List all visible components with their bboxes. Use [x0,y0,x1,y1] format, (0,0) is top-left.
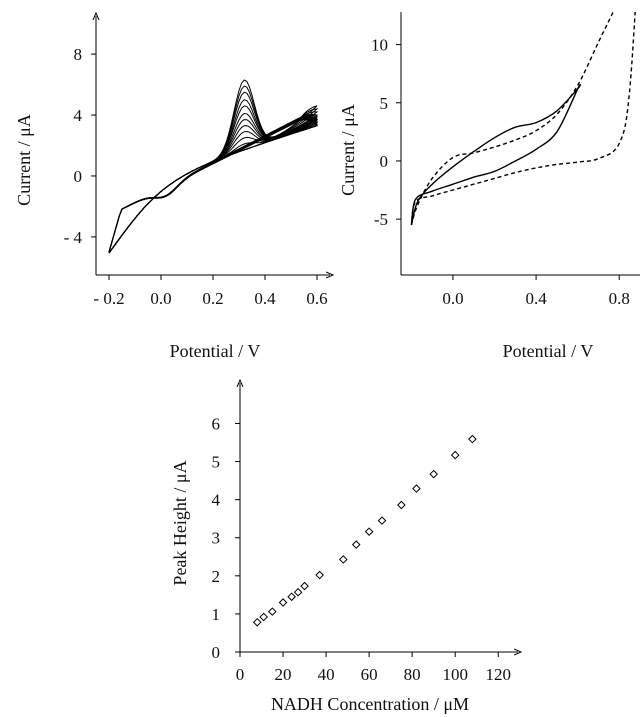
panel-a-cv-curve [108,118,319,254]
panel-c-x-tick-label: 40 [318,665,335,684]
panel-c-y-tick-label: 2 [212,567,221,586]
panel-a-y-tick-label: 4 [74,106,83,125]
panel-a-y-ticks: - 4 0 4 8 [64,45,96,247]
panel-c-data-point [293,587,303,597]
panel-b-x-ticks: 0.0 0.4 0.8 [442,275,630,308]
panel-a-plot-area [108,79,319,254]
panel-c-data-point [450,450,460,460]
panel-a-cv-curve [108,85,319,254]
panel-b-dashed-curve [410,12,636,226]
panel-c-data-point [429,469,438,479]
panel-c-data-point [315,570,324,580]
panel-a-y-axis-label: Current / μA [14,114,34,206]
panel-c-y-tick-label: 3 [212,529,221,548]
panel-c-data-point [287,592,296,602]
panel-a-cv-curve [108,118,319,254]
panel-a-x-tick-label: 0.0 [150,289,171,308]
panel-c-y-tick-label: 0 [212,643,221,662]
panel-c-data-point [267,607,277,616]
panel-c-x-tick-label: 0 [236,665,245,684]
panel-a: - 0.2 0.0 0.2 0.4 0.6 - 4 0 4 8 Potential / V C… [14,16,330,361]
panel-c-y-tick-label: 6 [212,414,221,433]
panel-c-data-point [259,612,268,622]
panel-a-x-tick-label: 0.6 [306,289,327,308]
panel-c-data-point [468,434,477,444]
panel-b-y-tick-label: -5 [374,210,388,229]
panel-a-y-tick-label: 0 [74,167,83,186]
panel-a-cv-curve [108,116,319,254]
panel-b-plot-area [410,12,636,226]
panel-c-x-ticks: 0 20 40 60 80 100 120 [236,652,511,684]
panel-c-data-point [338,555,348,564]
panel-b-x-tick-label: 0.0 [442,289,463,308]
panel-a-cv-curve [108,91,319,254]
panel-a-x-tick-label: 0.2 [202,289,223,308]
panel-a-cv-curve [108,117,319,254]
panel-c: 0 20 40 60 80 100 120 0 1 2 3 4 5 6 NADH Concentrati… [170,383,518,714]
panel-c-data-point [252,617,262,627]
panel-b-y-tick-label: 10 [371,36,388,55]
panel-a-x-tick-label: - 0.2 [93,289,124,308]
panel-b-solid-curve [410,83,581,226]
panel-b-x-tick-label: 0.4 [525,289,547,308]
panel-b-y-axis-label: Current / μA [338,104,358,196]
panel-a-cv-curve [108,118,319,254]
panel-a-cv-curve [108,117,319,254]
panel-c-y-tick-label: 4 [212,491,221,510]
panel-a-x-axis-label: Potential / V [170,341,261,361]
panel-c-x-tick-label: 120 [485,665,511,684]
panel-a-cv-curve [108,116,319,254]
panel-a-cv-curve [108,119,319,254]
panel-a-x-ticks: - 0.2 0.0 0.2 0.4 0.6 [93,275,328,308]
panel-c-x-tick-label: 60 [361,665,378,684]
panel-c-data-point [397,500,406,510]
panel-a-y-tick-label: - 4 [64,228,83,247]
panel-c-y-ticks: 0 1 2 3 4 5 6 [212,414,240,662]
panel-c-data-point [300,581,309,591]
panel-c-y-tick-label: 5 [212,453,221,472]
panel-a-cv-curve [108,79,318,254]
panel-a-cv-curve [108,118,319,254]
panel-c-plot-area [252,434,477,627]
panel-b-y-tick-label: 0 [380,152,389,171]
panel-c-data-point [364,527,374,536]
panel-c-data-point [412,484,421,493]
panel-c-y-tick-label: 1 [212,605,221,624]
panel-a-cv-curve [108,99,319,254]
panel-c-data-point [377,516,387,525]
panel-b-x-tick-label: 0.8 [609,289,630,308]
panel-a-x-tick-label: 0.4 [254,289,276,308]
panel-c-x-tick-label: 20 [275,665,292,684]
panel-c-x-axis-label: NADH Concentration / μM [271,694,469,714]
panel-a-y-tick-label: 8 [74,45,83,64]
panel-a-cv-curve [108,119,319,254]
panel-b-y-ticks: -5 0 5 10 [371,36,401,229]
panel-b-y-tick-label: 5 [380,94,389,113]
panel-b: 0.0 0.4 0.8 -5 0 5 10 Potential / V Current /… [338,12,640,361]
panel-c-y-axis-label: Peak Height / μA [170,460,190,585]
panel-c-x-tick-label: 100 [442,665,468,684]
panel-c-data-point [351,540,361,549]
panel-b-x-axis-label: Potential / V [503,341,594,361]
panel-c-data-point [278,598,288,607]
panel-c-x-tick-label: 80 [404,665,421,684]
